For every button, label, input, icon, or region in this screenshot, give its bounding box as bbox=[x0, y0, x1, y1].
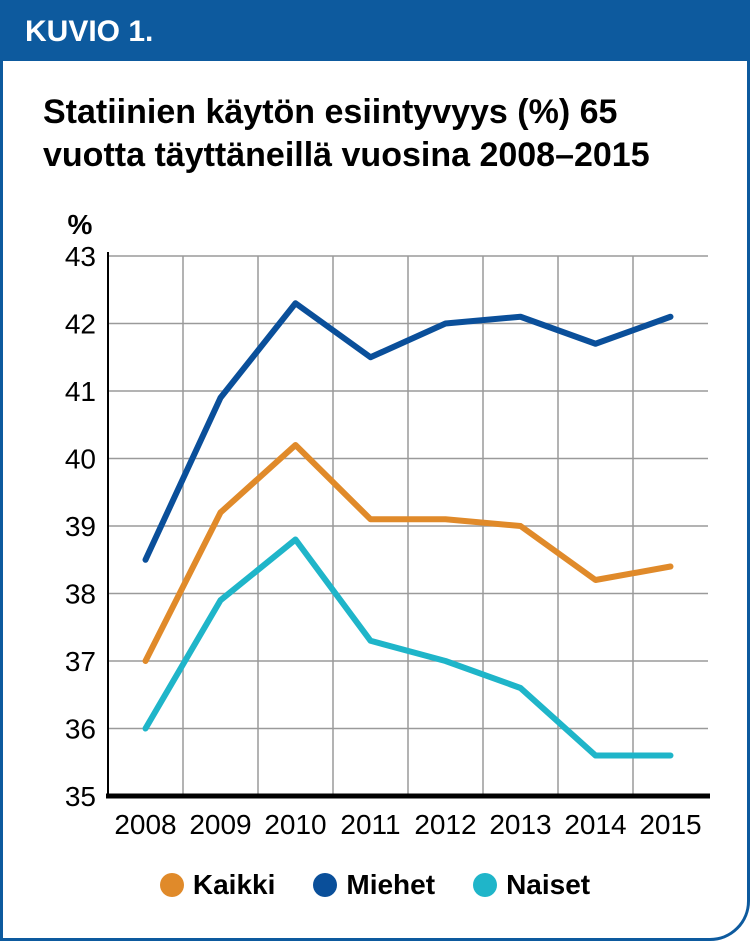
chart-area: % 35 36 37 38 39 40 41 42 43 2008 2009 2010 2011 2012 2… bbox=[33, 196, 717, 901]
svg-text:35: 35 bbox=[65, 781, 96, 812]
legend-item: Naiset bbox=[473, 869, 590, 901]
figure-header-label: KUVIO 1. bbox=[25, 15, 153, 48]
svg-text:38: 38 bbox=[65, 579, 96, 610]
legend-label: Kaikki bbox=[193, 869, 276, 901]
figure-container: KUVIO 1. Statiinien käytön esiintyvyys (… bbox=[0, 0, 750, 941]
svg-text:37: 37 bbox=[65, 646, 96, 677]
svg-text:2008: 2008 bbox=[114, 809, 176, 840]
svg-text:%: % bbox=[68, 209, 93, 240]
svg-text:2011: 2011 bbox=[340, 809, 400, 840]
figure-header: KUVIO 1. bbox=[3, 3, 747, 61]
legend-dot-icon bbox=[160, 873, 184, 897]
svg-text:42: 42 bbox=[65, 309, 96, 340]
svg-text:43: 43 bbox=[65, 241, 96, 272]
svg-text:36: 36 bbox=[65, 714, 96, 745]
legend-item: Kaikki bbox=[160, 869, 276, 901]
line-chart-svg: % 35 36 37 38 39 40 41 42 43 2008 2009 2010 2011 2012 2… bbox=[33, 196, 718, 851]
svg-text:2010: 2010 bbox=[264, 809, 326, 840]
legend-dot-icon bbox=[473, 873, 497, 897]
svg-text:39: 39 bbox=[65, 511, 96, 542]
svg-text:2014: 2014 bbox=[564, 809, 626, 840]
legend-item: Miehet bbox=[313, 869, 435, 901]
svg-text:41: 41 bbox=[65, 376, 96, 407]
chart-title: Statiinien käytön esiintyvyys (%) 65 vuo… bbox=[3, 61, 747, 186]
legend-label: Miehet bbox=[346, 869, 435, 901]
svg-text:40: 40 bbox=[65, 444, 96, 475]
svg-text:2015: 2015 bbox=[639, 809, 701, 840]
legend-label: Naiset bbox=[506, 869, 590, 901]
svg-text:2009: 2009 bbox=[189, 809, 251, 840]
chart-legend: Kaikki Miehet Naiset bbox=[33, 869, 717, 901]
svg-text:2013: 2013 bbox=[489, 809, 551, 840]
svg-text:2012: 2012 bbox=[414, 809, 476, 840]
legend-dot-icon bbox=[313, 873, 337, 897]
